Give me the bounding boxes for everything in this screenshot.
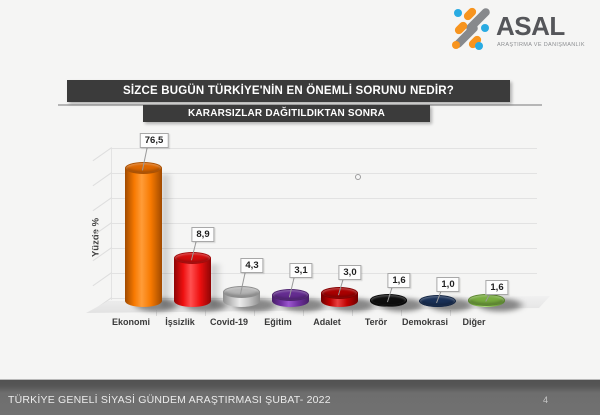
y-axis-line xyxy=(111,148,112,300)
footer-title: TÜRKİYE GENELİ SİYASİ GÜNDEM ARAŞTIRMASI… xyxy=(8,394,331,406)
value-label-teror: 1,6 xyxy=(387,273,411,288)
category-label-issizlik: İşsizlik xyxy=(165,317,195,327)
category-label-adalet: Adalet xyxy=(313,317,341,327)
category-tick xyxy=(302,310,304,316)
gridline-wall-diagonal xyxy=(92,172,112,187)
category-tick xyxy=(400,310,402,316)
gridline xyxy=(112,273,537,274)
value-label-egitim: 3,1 xyxy=(289,263,313,278)
bar-side-shadow-issizlik xyxy=(211,264,223,307)
chart-subtitle-banner: KARARSIZLAR DAĞITILDIKTAN SONRA xyxy=(143,105,430,122)
category-tick xyxy=(449,310,451,316)
gridline xyxy=(112,173,537,174)
logo-blue-dot-icon xyxy=(454,9,462,17)
footer-bar: TÜRKİYE GENELİ SİYASİ GÜNDEM ARAŞTIRMASI… xyxy=(0,379,600,415)
logo-blue-dot-icon xyxy=(481,24,489,32)
gridline xyxy=(112,223,537,224)
category-tick xyxy=(351,310,353,316)
chart-title-banner: SİZCE BUGÜN TÜRKİYE'NİN EN ÖNEMLİ SORUNU… xyxy=(67,80,510,102)
logo-blue-dot-icon xyxy=(475,42,483,50)
category-label-ekonomi: Ekonomi xyxy=(111,317,150,327)
logo-orange-dot-icon xyxy=(452,41,460,49)
logo-wordmark: ASAL xyxy=(496,11,565,41)
stray-marker-dot xyxy=(355,174,361,180)
bar-chart: Yüzde % 76,5 Ekonomi 8,9 İşsizlik 4,3 Covid-1… xyxy=(0,125,600,375)
gridline-wall-diagonal xyxy=(92,147,112,162)
category-tick xyxy=(155,310,157,316)
value-label-issizlik: 8,9 xyxy=(191,227,215,242)
bar-side-shadow-ekonomi xyxy=(162,174,174,307)
category-label-diger: Diğer xyxy=(462,317,486,327)
category-label-demokrasi: Demokrasi xyxy=(401,317,449,327)
value-label-ekonomi: 76,5 xyxy=(139,133,169,148)
bar-issizlik xyxy=(173,258,211,307)
category-tick xyxy=(253,310,255,316)
value-label-adalet: 3,0 xyxy=(338,265,362,280)
value-label-covid-19: 4,3 xyxy=(240,258,264,273)
value-label-diger: 1,6 xyxy=(485,280,509,295)
category-tick xyxy=(204,310,206,316)
gridline xyxy=(112,248,537,249)
category-label-teror: Terör xyxy=(364,317,388,327)
page-number: 4 xyxy=(542,395,548,405)
logo-tagline: ARAŞTIRMA VE DANIŞMANLIK xyxy=(497,42,585,48)
bar-ekonomi xyxy=(124,168,162,307)
category-label-covid-19: Covid-19 xyxy=(209,317,248,327)
gridline-wall-diagonal xyxy=(92,197,112,212)
gridline xyxy=(112,148,537,149)
asal-logo-mark-icon xyxy=(452,6,496,54)
value-label-demokrasi: 1,0 xyxy=(436,277,460,292)
gridline xyxy=(112,198,537,199)
asal-logo: ASAL ARAŞTIRMA VE DANIŞMANLIK xyxy=(450,6,596,58)
gridline-wall-diagonal xyxy=(92,272,112,287)
category-label-egitim: Eğitim xyxy=(264,317,292,327)
